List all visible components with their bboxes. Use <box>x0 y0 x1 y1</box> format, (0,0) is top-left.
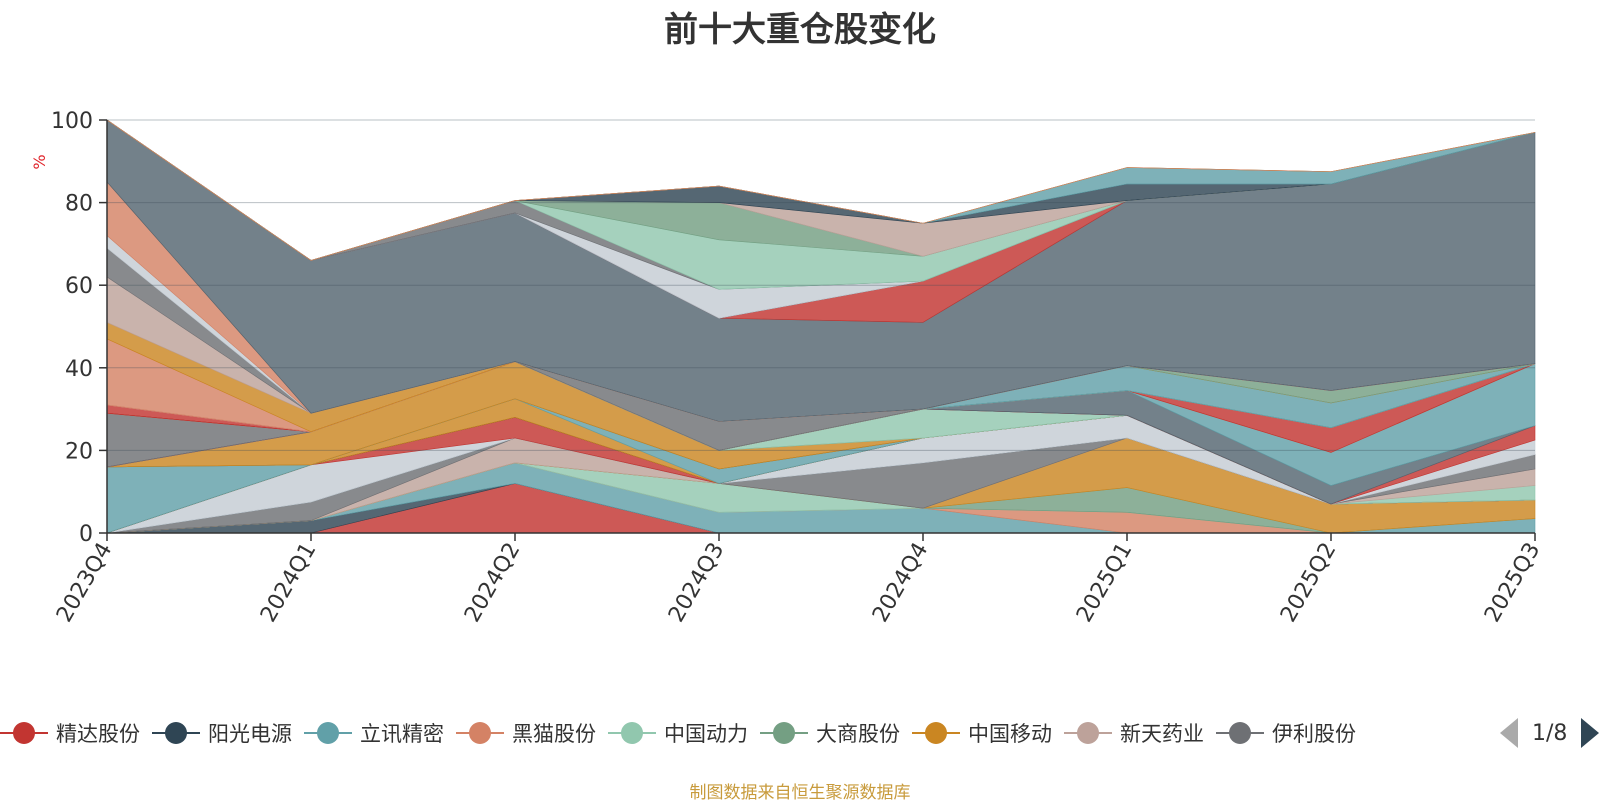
grid-lines <box>107 119 1535 451</box>
legend-item-1[interactable]: 阳光电源 <box>152 718 292 748</box>
legend-marker-icon <box>1064 721 1112 745</box>
x-tick-label-6: 2025Q2 <box>1276 539 1341 627</box>
area-series-group <box>106 119 1536 534</box>
legend-marker-icon <box>152 721 200 745</box>
legend-page-indicator: 1/8 <box>1532 720 1568 746</box>
y-tick-label-3: 60 <box>65 274 93 299</box>
x-tick-label-3: 2024Q3 <box>664 539 729 627</box>
chart-title: 前十大重仓股变化 <box>664 10 936 50</box>
y-tick-label-5: 100 <box>51 109 93 134</box>
next-page-arrow-icon[interactable] <box>1581 718 1600 748</box>
area-series-63 <box>106 119 1536 261</box>
legend-item-label: 伊利股份 <box>1272 722 1356 746</box>
legend-marker-icon <box>0 721 48 745</box>
x-tick-label-7: 2025Q3 <box>1480 539 1545 627</box>
legend-marker-icon <box>608 721 656 745</box>
data-source-note: 制图数据来自恒生聚源数据库 <box>689 783 911 803</box>
legend: 精达股份 阳光电源 立讯精密 黑猫股份 中国动力 大商股份 中国移动 新天药业 伊利股份 <box>0 718 1485 754</box>
legend-item-label: 精达股份 <box>56 722 140 746</box>
y-tick-label-1: 20 <box>65 439 93 464</box>
legend-marker-icon <box>1216 721 1264 745</box>
legend-item-2[interactable]: 立讯精密 <box>304 718 444 748</box>
y-tick-label-0: 0 <box>79 522 93 547</box>
legend-item-label: 大商股份 <box>816 722 900 746</box>
legend-marker-icon <box>760 721 808 745</box>
legend-item-6[interactable]: 中国移动 <box>912 718 1052 748</box>
y-tick-label-4: 80 <box>65 192 93 217</box>
legend-item-7[interactable]: 新天药业 <box>1064 718 1204 748</box>
legend-item-label: 新天药业 <box>1120 722 1204 746</box>
y-tick-label-2: 40 <box>65 357 93 382</box>
x-tick-label-2: 2024Q2 <box>460 539 525 627</box>
legend-item-label: 中国动力 <box>664 722 748 746</box>
previous-page-arrow-icon[interactable] <box>1500 718 1518 748</box>
legend-item-3[interactable]: 黑猫股份 <box>456 718 596 748</box>
x-tick-label-0: 2023Q4 <box>52 539 117 627</box>
legend-item-5[interactable]: 大商股份 <box>760 718 900 748</box>
stacked-area-chart: 0 20 40 60 80 100 2023Q4 2024Q1 2024Q2 2024Q3 2024… <box>30 109 1545 627</box>
legend-item-4[interactable]: 中国动力 <box>608 718 748 748</box>
x-tick-label-4: 2024Q4 <box>868 539 933 627</box>
legend-item-8[interactable]: 伊利股份 <box>1216 718 1356 748</box>
legend-item-label: 立讯精密 <box>360 722 444 746</box>
legend-item-label: 黑猫股份 <box>512 722 596 746</box>
y-axis-label: % <box>30 154 49 169</box>
legend-item-label: 中国移动 <box>968 722 1052 746</box>
legend-item-label: 阳光电源 <box>208 722 292 746</box>
legend-marker-icon <box>304 721 352 745</box>
legend-marker-icon <box>912 721 960 745</box>
legend-marker-icon <box>456 721 504 745</box>
legend-item-0[interactable]: 精达股份 <box>0 718 140 748</box>
x-tick-label-1: 2024Q1 <box>256 539 321 627</box>
x-tick-label-5: 2025Q1 <box>1072 539 1137 627</box>
legend-pager: 1/8 <box>1500 718 1600 748</box>
